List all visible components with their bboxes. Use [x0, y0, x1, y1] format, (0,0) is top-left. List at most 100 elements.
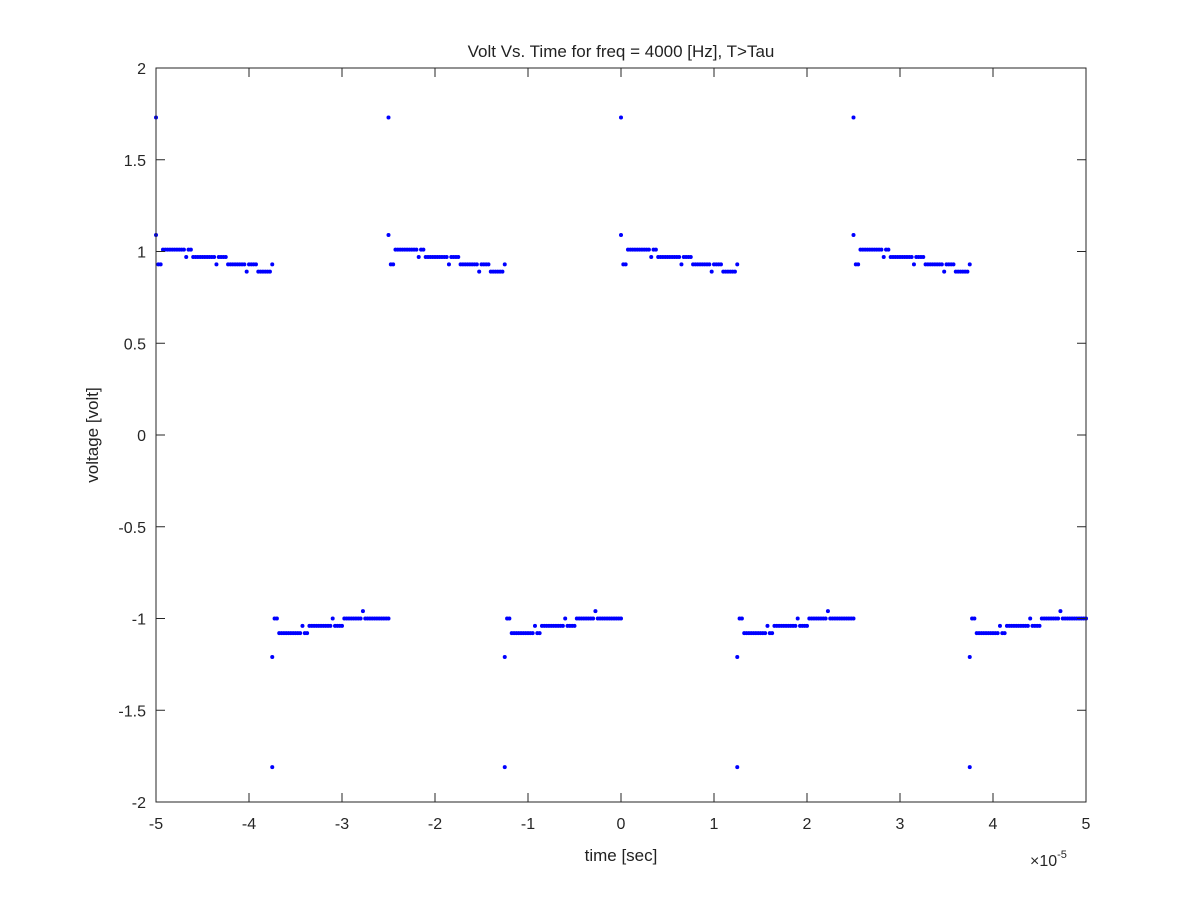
y-tick-label: 0.5 [124, 336, 146, 353]
y-tick-label: 1.5 [124, 153, 146, 170]
data-point [718, 262, 723, 267]
y-tick-label: 1 [137, 245, 146, 262]
data-points [154, 115, 1088, 770]
data-point [214, 262, 219, 267]
data-point [886, 247, 891, 252]
x-tick-label: 0 [617, 816, 626, 833]
data-point [649, 255, 654, 260]
data-point [972, 616, 977, 621]
data-point [158, 262, 163, 267]
data-point [446, 262, 451, 267]
x-tick-label: 2 [803, 816, 812, 833]
data-point [1002, 631, 1007, 636]
x-tick-label: 3 [896, 816, 905, 833]
data-point [921, 255, 926, 260]
data-point [477, 269, 482, 274]
data-point [1028, 616, 1033, 621]
data-point [270, 655, 275, 660]
data-point [532, 623, 537, 628]
data-point [739, 616, 744, 621]
data-point [823, 616, 828, 621]
data-point [270, 262, 275, 267]
data-point [619, 115, 623, 120]
data-point [386, 232, 391, 237]
data-point [340, 623, 344, 628]
data-point [560, 623, 565, 628]
data-point [851, 232, 856, 237]
data-point [1058, 609, 1063, 614]
y-tick-label: -0.5 [118, 520, 146, 537]
data-point [967, 765, 972, 770]
x-axis-label: time [sec] [585, 846, 658, 865]
data-point [444, 255, 449, 260]
data-point [358, 616, 363, 621]
data-point [679, 262, 684, 267]
data-point [770, 631, 775, 636]
data-point [646, 247, 651, 252]
data-point [242, 262, 247, 267]
data-point [735, 765, 740, 770]
data-point [735, 655, 740, 660]
data-point [421, 247, 426, 252]
data-point [416, 255, 421, 260]
data-point [502, 262, 507, 267]
data-point [851, 616, 856, 621]
data-point [1025, 623, 1030, 628]
data-point [881, 255, 886, 260]
data-point [330, 616, 335, 621]
data-point [623, 262, 628, 267]
x-tick-label: -1 [521, 816, 535, 833]
data-point [619, 232, 623, 237]
chart-title: Volt Vs. Time for freq = 4000 [Hz], T>Ta… [468, 42, 775, 61]
data-point [474, 262, 479, 267]
y-tick-label: -1 [132, 612, 146, 629]
tick-labels: -5 -4 -3 -2 -1 0 1 2 3 4 5 2 1.5 1 0.5 0 -0.5 -1 -1.5 -2 [118, 61, 1090, 833]
y-tick-label: 2 [137, 61, 146, 78]
data-point [939, 262, 944, 267]
data-point [267, 269, 272, 274]
data-point [253, 262, 258, 267]
data-point [507, 616, 512, 621]
data-point [530, 631, 535, 636]
data-point [856, 262, 861, 267]
data-point [386, 616, 391, 621]
data-point [707, 262, 712, 267]
data-point [328, 623, 333, 628]
data-point [502, 655, 507, 660]
data-point [967, 655, 972, 660]
data-point [793, 623, 798, 628]
data-point [951, 262, 956, 267]
data-point [414, 247, 419, 252]
data-point [593, 609, 598, 614]
data-point [537, 631, 542, 636]
data-point [688, 255, 693, 260]
data-point [244, 269, 249, 274]
data-point [709, 269, 714, 274]
data-point [1037, 623, 1042, 628]
data-point [212, 255, 217, 260]
data-point [763, 631, 768, 636]
data-point [677, 255, 682, 260]
data-point [997, 623, 1002, 628]
y-tick-label: 0 [137, 428, 146, 445]
x-axis-exponent: ×10-5 [1030, 849, 1067, 870]
x-tick-label: -3 [335, 816, 349, 833]
data-point [591, 616, 596, 621]
data-point [270, 765, 275, 770]
data-point [942, 269, 947, 274]
data-point [486, 262, 491, 267]
data-point [805, 623, 809, 628]
data-point [391, 262, 396, 267]
data-point [911, 262, 916, 267]
x-tick-label: -2 [428, 816, 442, 833]
data-point [732, 269, 737, 274]
data-point [386, 115, 391, 120]
x-tick-label: -4 [242, 816, 256, 833]
data-point [305, 631, 310, 636]
x-tick-label: 1 [710, 816, 719, 833]
data-point [500, 269, 505, 274]
y-axis-label: voltage [volt] [83, 387, 102, 482]
data-point [298, 631, 303, 636]
data-point [619, 616, 623, 621]
